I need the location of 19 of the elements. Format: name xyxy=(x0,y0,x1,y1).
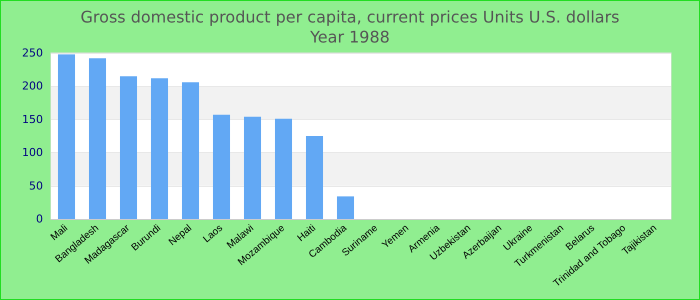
bar xyxy=(306,136,324,219)
bar xyxy=(120,76,138,219)
chart-subtitle: Year 1988 xyxy=(309,28,390,46)
y-tick-label: 200 xyxy=(22,80,43,93)
bar xyxy=(336,196,354,219)
chart-title: Gross domestic product per capita, current prices Units U.S. dollars xyxy=(80,8,620,26)
y-tick-label: 150 xyxy=(22,112,43,126)
bar xyxy=(150,78,168,219)
y-tick-label: 100 xyxy=(22,146,43,160)
bar xyxy=(182,82,200,219)
y-tick-label: 50 xyxy=(29,179,43,192)
bar xyxy=(244,116,262,219)
bar xyxy=(58,54,76,219)
bar xyxy=(274,118,292,219)
y-tick-label: 250 xyxy=(22,46,43,60)
bar xyxy=(212,114,230,219)
x-tick-label: Laos xyxy=(201,222,226,246)
y-tick-label: 0 xyxy=(36,212,43,226)
bar xyxy=(88,58,106,219)
